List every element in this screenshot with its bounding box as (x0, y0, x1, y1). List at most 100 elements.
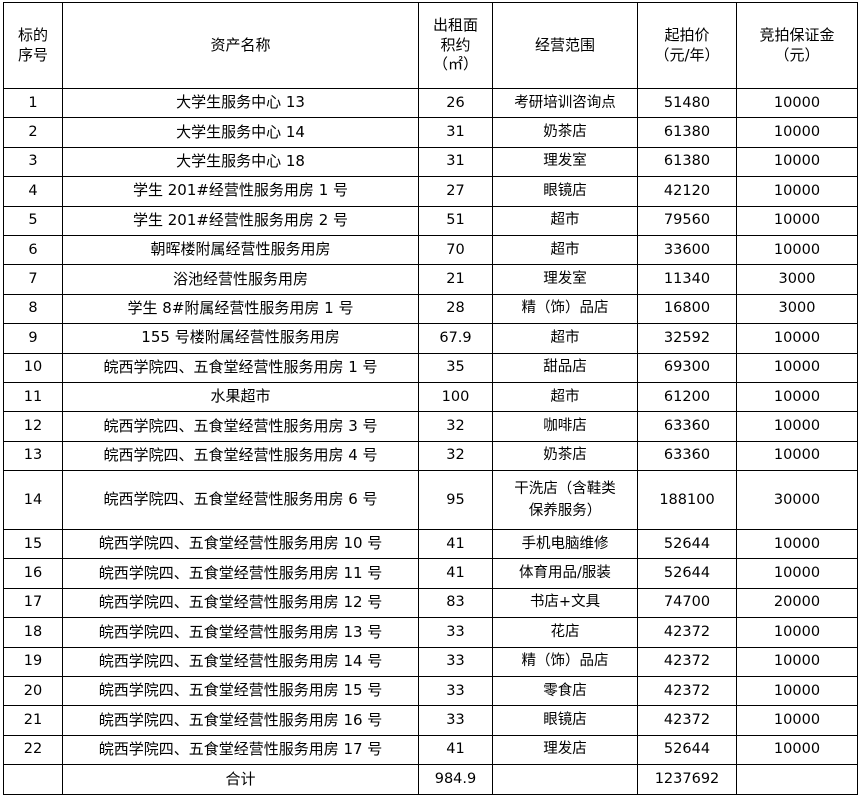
cell-price: 42372 (637, 676, 737, 707)
column-header-price: 起拍价 （元/年） (637, 2, 737, 89)
column-header-scope-line-1: 经营范围 (534, 35, 595, 54)
table-row: 8 学生 8#附属经营性服务用房 1 号 28 精（饰）品店 16800 3000 (3, 293, 858, 325)
cell-name: 皖西学院四、五食堂经营性服务用房 16 号 (62, 705, 419, 736)
column-header-deposit: 竞拍保证金 （元） (736, 2, 858, 89)
total-cell-area: 984.9 (418, 764, 493, 795)
cell-scope: 精（饰）品店 (492, 293, 638, 325)
table-row: 4 学生 201#经营性服务用房 1 号 27 眼镜店 42120 10000 (3, 176, 858, 207)
cell-price: 52644 (637, 529, 737, 560)
cell-area: 51 (418, 205, 493, 236)
column-header-area-line-1: 出租面 (432, 15, 478, 34)
cell-seq: 3 (3, 146, 63, 178)
cell-deposit: 20000 (736, 587, 858, 619)
cell-deposit: 10000 (736, 646, 858, 678)
cell-seq: 8 (3, 293, 63, 325)
cell-scope: 手机电脑维修 (492, 529, 638, 560)
cell-deposit: 10000 (736, 381, 858, 413)
cell-name: 皖西学院四、五食堂经营性服务用房 17 号 (62, 734, 419, 766)
cell-price: 188100 (637, 470, 737, 531)
cell-deposit: 10000 (736, 440, 858, 472)
table-row: 1 大学生服务中心 13 26 考研培训咨询点 51480 10000 (3, 87, 858, 119)
cell-scope: 奶茶店 (492, 440, 638, 472)
cell-deposit: 10000 (736, 558, 858, 589)
cell-name: 皖西学院四、五食堂经营性服务用房 10 号 (62, 529, 419, 560)
cell-scope: 奶茶店 (492, 117, 638, 148)
cell-scope: 花店 (492, 617, 638, 648)
total-cell-scope (492, 764, 638, 795)
cell-seq: 1 (3, 87, 63, 119)
table-row: 13 皖西学院四、五食堂经营性服务用房 4 号 32 奶茶店 63360 10000 (3, 440, 858, 472)
cell-price: 63360 (637, 440, 737, 472)
cell-deposit: 10000 (736, 146, 858, 178)
cell-scope: 超市 (492, 234, 638, 266)
table-row: 18 皖西学院四、五食堂经营性服务用房 13 号 33 花店 42372 10000 (3, 617, 858, 648)
cell-seq: 9 (3, 323, 63, 354)
cell-deposit: 10000 (736, 529, 858, 560)
column-header-seq-line-1: 标的 (17, 25, 48, 44)
total-label: 合计 (62, 764, 419, 795)
cell-scope: 书店+文具 (492, 587, 638, 619)
cell-seq: 13 (3, 440, 63, 472)
cell-price: 69300 (637, 352, 737, 383)
cell-deposit: 10000 (736, 617, 858, 648)
cell-area: 83 (418, 587, 493, 619)
cell-price: 16800 (637, 293, 737, 325)
cell-seq: 22 (3, 734, 63, 766)
cell-area: 41 (418, 529, 493, 560)
cell-area: 33 (418, 617, 493, 648)
cell-scope: 眼镜店 (492, 705, 638, 736)
table-row: 11 水果超市 100 超市 61200 10000 (3, 381, 858, 413)
table-header: 标的 序号 资产名称 出租面 积约 （㎡） 经营范围 起拍价 （元/年） (3, 2, 858, 89)
cell-name: 皖西学院四、五食堂经营性服务用房 11 号 (62, 558, 419, 589)
table-row: 6 朝晖楼附属经营性服务用房 70 超市 33600 10000 (3, 234, 858, 266)
cell-scope: 体育用品/服装 (492, 558, 638, 589)
cell-name: 学生 201#经营性服务用房 2 号 (62, 205, 419, 236)
cell-area: 33 (418, 646, 493, 678)
cell-price: 51480 (637, 87, 737, 119)
cell-deposit: 10000 (736, 117, 858, 148)
cell-price: 74700 (637, 587, 737, 619)
cell-price: 79560 (637, 205, 737, 236)
column-header-price-line-2: （元/年） (654, 45, 720, 64)
table-total-row: 合计 984.9 1237692 (3, 764, 858, 795)
column-header-name: 资产名称 (62, 2, 419, 89)
cell-area: 41 (418, 734, 493, 766)
cell-name: 皖西学院四、五食堂经营性服务用房 6 号 (62, 470, 419, 531)
total-cell-deposit (736, 764, 858, 795)
cell-name: 皖西学院四、五食堂经营性服务用房 14 号 (62, 646, 419, 678)
cell-scope: 咖啡店 (492, 411, 638, 442)
cell-name: 155 号楼附属经营性服务用房 (62, 323, 419, 354)
cell-name: 朝晖楼附属经营性服务用房 (62, 234, 419, 266)
cell-price: 32592 (637, 323, 737, 354)
cell-seq: 2 (3, 117, 63, 148)
cell-price: 33600 (637, 234, 737, 266)
cell-area: 31 (418, 146, 493, 178)
table-row: 22 皖西学院四、五食堂经营性服务用房 17 号 41 理发店 52644 10000 (3, 734, 858, 766)
cell-scope: 眼镜店 (492, 176, 638, 207)
cell-price: 61380 (637, 146, 737, 178)
asset-listing-table: 标的 序号 资产名称 出租面 积约 （㎡） 经营范围 起拍价 （元/年） (3, 2, 858, 795)
cell-scope: 超市 (492, 323, 638, 354)
column-header-area: 出租面 积约 （㎡） (418, 2, 493, 89)
cell-deposit: 3000 (736, 293, 858, 325)
cell-deposit: 10000 (736, 205, 858, 236)
cell-seq: 17 (3, 587, 63, 619)
cell-seq: 19 (3, 646, 63, 678)
cell-seq: 6 (3, 234, 63, 266)
cell-deposit: 10000 (736, 323, 858, 354)
cell-name: 皖西学院四、五食堂经营性服务用房 3 号 (62, 411, 419, 442)
cell-scope-line: 干洗店（含鞋类 (514, 480, 616, 497)
cell-price: 61200 (637, 381, 737, 413)
table-row: 20 皖西学院四、五食堂经营性服务用房 15 号 33 零食店 42372 10000 (3, 676, 858, 707)
cell-area: 70 (418, 234, 493, 266)
table-row: 12 皖西学院四、五食堂经营性服务用房 3 号 32 咖啡店 63360 10000 (3, 411, 858, 442)
cell-area: 95 (418, 470, 493, 531)
header-row: 标的 序号 资产名称 出租面 积约 （㎡） 经营范围 起拍价 （元/年） (3, 2, 858, 89)
cell-area: 33 (418, 705, 493, 736)
cell-scope: 考研培训咨询点 (492, 87, 638, 119)
total-cell-price: 1237692 (637, 764, 737, 795)
table-row: 21 皖西学院四、五食堂经营性服务用房 16 号 33 眼镜店 42372 10000 (3, 705, 858, 736)
cell-area: 21 (418, 264, 493, 295)
column-header-seq: 标的 序号 (3, 2, 63, 89)
